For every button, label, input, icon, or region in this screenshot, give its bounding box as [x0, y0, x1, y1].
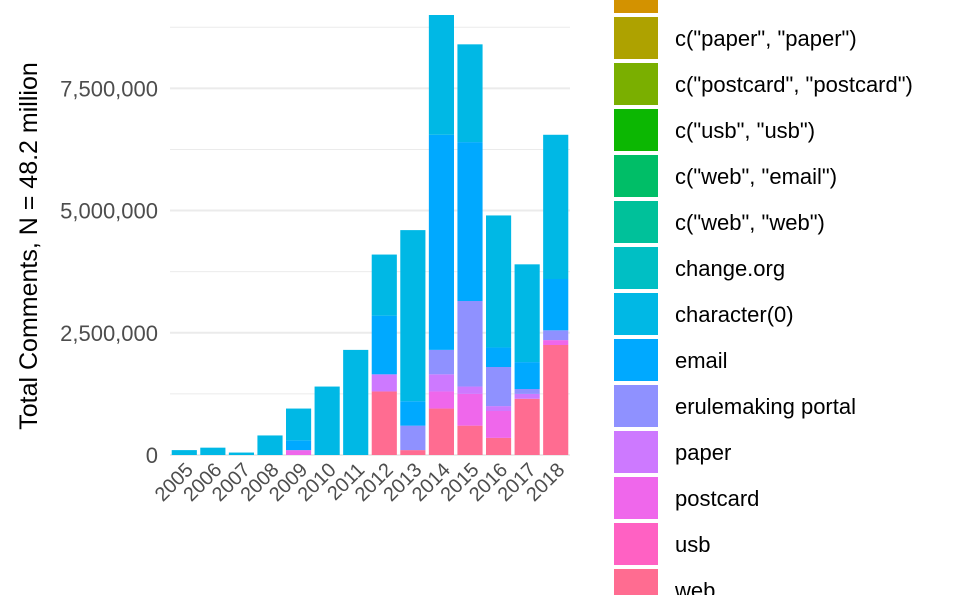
bar-segment-2012-web [371, 391, 397, 455]
legend-key [614, 431, 658, 473]
legend-label: character(0) [675, 302, 794, 327]
bar-segment-2010-character-0- [314, 386, 340, 455]
bar-segment-2017-erulemaking-portal [514, 389, 540, 394]
bar-segment-2018-web [543, 345, 569, 455]
legend-key [614, 385, 658, 427]
bar-segment-2009-postcard [286, 450, 312, 455]
legend-key [614, 477, 658, 519]
bar-segment-2017-character-0- [514, 264, 540, 363]
legend-key [614, 201, 658, 243]
legend-key [614, 339, 658, 381]
bar-segment-2014-web [428, 408, 454, 455]
legend-key [614, 17, 658, 59]
bar-segment-2018-email [543, 279, 569, 331]
bar-segment-2018-erulemaking-portal [543, 330, 569, 341]
bar-segment-2015-web [457, 425, 483, 455]
legend-label: change.org [675, 256, 785, 281]
legend-label: c("usb", "usb") [675, 118, 815, 143]
bar-segment-2015-erulemaking-portal [457, 301, 483, 387]
bar-segment-2016-erulemaking-portal [486, 367, 512, 407]
bar-segment-2015-email [457, 142, 483, 301]
legend-label: c("web", "email") [675, 164, 837, 189]
legend-key [614, 293, 658, 335]
y-tick-label: 0 [146, 443, 158, 468]
legend-label: web [674, 578, 715, 595]
y-tick-label: 5,000,000 [60, 199, 158, 224]
bar-segment-2014-email [428, 134, 454, 350]
bar-segment-2015-character-0- [457, 44, 483, 143]
bar-segment-2011-character-0- [343, 349, 369, 455]
legend-label: email [675, 348, 728, 373]
bar-segment-2014-postcard [428, 391, 454, 409]
legend-key [614, 63, 658, 105]
bar-segment-2013-erulemaking-portal [400, 425, 426, 451]
bar-segment-2012-email [371, 315, 397, 375]
legend-label: erulemaking portal [675, 394, 856, 419]
bar-segment-2013-email [400, 401, 426, 426]
y-axis-title: Total Comments, N = 48.2 million [15, 62, 43, 430]
legend-label: paper [675, 440, 731, 465]
legend-key [614, 109, 658, 151]
y-axis: 0 2,500,000 5,000,000 7,500,000 [60, 76, 158, 468]
bar-segment-2017-email [514, 362, 540, 389]
bar-segment-2018-postcard [543, 340, 569, 345]
legend-key [614, 569, 658, 595]
x-axis: 2005200620072008200920102011201220132014… [151, 459, 569, 506]
bar-segment-2017-paper [514, 393, 540, 399]
bar-segment-2016-web [486, 437, 512, 455]
bar-segment-2016-email [486, 347, 512, 367]
bar-segment-2008-character-0- [257, 435, 283, 455]
bar-segment-2014-character-0- [428, 15, 454, 135]
legend-label: postcard [675, 486, 759, 511]
legend-key-partial [614, 0, 658, 13]
y-tick-label: 7,500,000 [60, 76, 158, 101]
legend-label: c("paper", "paper") [675, 26, 857, 51]
bar-segment-2014-erulemaking-portal [428, 349, 454, 375]
legend: c("paper", "paper") c("postcard", "postca… [614, 0, 913, 595]
bar-segment-2005-character-0- [171, 450, 197, 455]
bar-segment-2018-character-0- [543, 134, 569, 279]
legend-label: c("web", "web") [675, 210, 825, 235]
bar-segment-2006-character-0- [200, 447, 226, 455]
bar-segment-2009-character-0- [286, 408, 312, 441]
bar-segment-2015-paper [457, 386, 483, 394]
y-tick-label: 2,500,000 [60, 321, 158, 346]
bar-segment-2009-email [286, 440, 312, 451]
bar-segment-2016-character-0- [486, 215, 512, 348]
bar-segment-2013-character-0- [400, 230, 426, 402]
bar-segment-2015-postcard [457, 393, 483, 426]
legend-key [614, 155, 658, 197]
bar-segment-2016-postcard [486, 411, 512, 438]
bars [171, 15, 569, 455]
bar-segment-2016-paper [486, 406, 512, 411]
bar-segment-2007-character-0- [228, 452, 254, 455]
bar-segment-2017-web [514, 398, 540, 455]
bar-segment-2013-web [400, 450, 426, 455]
bar-segment-2014-paper [428, 374, 454, 392]
legend-label: usb [675, 532, 710, 557]
bar-segment-2012-paper [371, 374, 397, 392]
legend-label: c("postcard", "postcard") [675, 72, 913, 97]
bar-segment-2012-character-0- [371, 254, 397, 316]
legend-key [614, 247, 658, 289]
legend-key [614, 523, 658, 565]
